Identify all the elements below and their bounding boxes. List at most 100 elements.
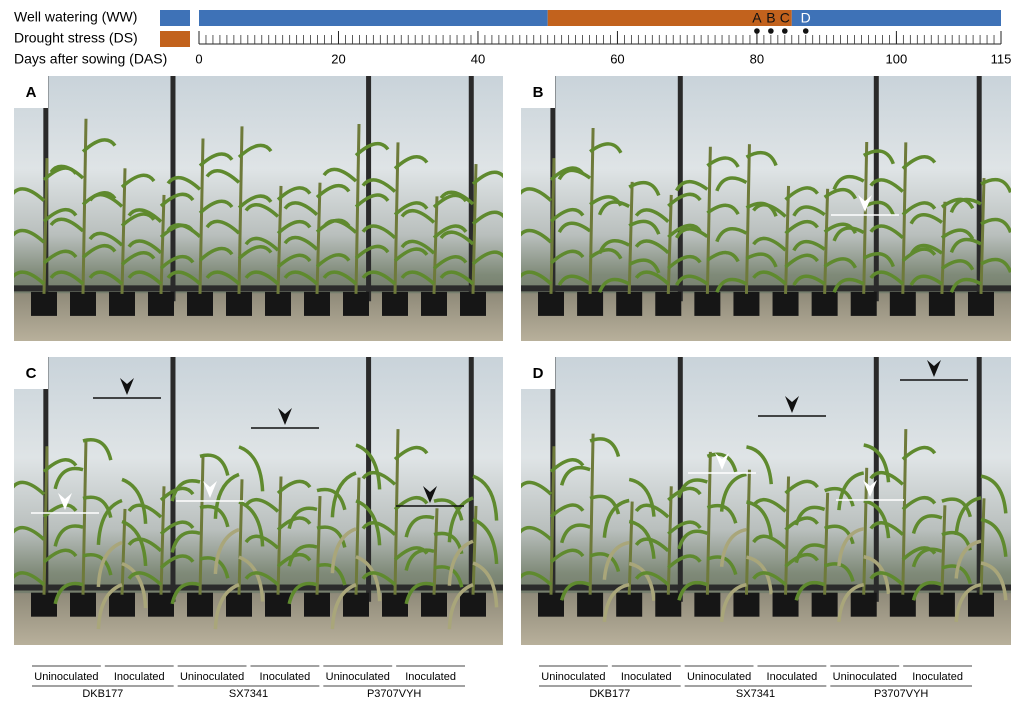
leaf [361,270,397,286]
frame-post [976,357,982,602]
pot [850,592,877,617]
leaf [794,505,826,526]
frame-post [170,357,176,602]
leaf [832,226,865,242]
leaf [832,174,865,191]
label-box [14,357,48,389]
leaf [634,208,670,223]
pot [148,592,174,617]
timepoint-dot [802,28,809,34]
stem [276,185,283,294]
arrowhead [58,493,72,510]
leaf [560,523,591,544]
pot [148,291,174,316]
frame-post [976,76,982,302]
pot [538,592,564,617]
leaf [393,247,429,263]
leaf [784,479,819,495]
leaf [14,525,46,541]
leaf [667,520,702,536]
hybrid-label: P3707VYH [874,688,928,700]
arrowhead [785,396,799,413]
leaf [170,581,201,605]
stem [627,501,634,595]
leaf [602,498,630,538]
legend-swatch [160,10,190,26]
leaf [127,503,163,519]
leaf [471,210,503,226]
leaf [589,142,623,154]
photo-panel: B [521,76,1011,341]
leaf [911,547,943,568]
pot [226,291,252,316]
leaf [560,465,591,486]
pot [889,291,916,316]
leaf [432,255,468,270]
leaf [549,458,585,473]
pot [577,291,604,316]
leaf [667,554,702,570]
label-box [14,76,48,108]
leaf [14,571,46,586]
leaf [53,466,84,490]
leaf [330,583,357,630]
leaf [901,445,937,461]
leaf [719,527,747,567]
leaf [276,516,312,532]
leaf [719,472,747,512]
leaf [14,480,46,496]
leaf [330,527,357,574]
arrowhead [203,481,217,498]
stem [198,456,205,595]
frame-post [170,76,176,302]
leaf [521,571,553,586]
treatment-label: Uninoculated [687,671,751,683]
leaf [589,437,621,458]
leaf [159,486,195,502]
leaf [949,277,982,293]
pot [343,291,369,316]
leaf [276,552,312,568]
leaf [602,540,630,580]
leaf [49,217,85,233]
leaf [784,516,819,532]
leaf [901,155,937,170]
pot [811,291,838,316]
leaf [677,580,708,601]
leaf [14,228,46,244]
leaf [96,583,123,630]
leaf [667,223,702,239]
leaf [597,277,631,293]
hybrid-label: P3707VYH [367,688,421,700]
pot [538,291,564,316]
leaf [628,180,661,197]
pot [304,592,330,617]
leaf [42,249,78,265]
leaf [589,494,621,515]
treatment-label: Inoculated [912,671,963,683]
treatment-label: Uninoculated [541,671,605,683]
leaf [244,270,280,286]
leaf [706,156,740,168]
leaf [238,500,265,547]
leaf [869,178,904,193]
pot [265,592,291,617]
leaf [628,258,661,274]
leaf [96,498,123,545]
leaf [447,539,474,586]
pot [421,291,447,316]
stem [823,492,830,595]
leaf [560,580,591,601]
stem [159,486,166,595]
leaf [322,167,358,183]
leaf [792,239,826,252]
leaf [837,582,865,623]
leaf [949,237,982,254]
leaf [472,474,499,521]
leaf [901,247,937,263]
leaf [199,453,230,476]
tick-label: 100 [886,51,908,66]
stem [705,451,712,595]
leaf [82,495,113,519]
